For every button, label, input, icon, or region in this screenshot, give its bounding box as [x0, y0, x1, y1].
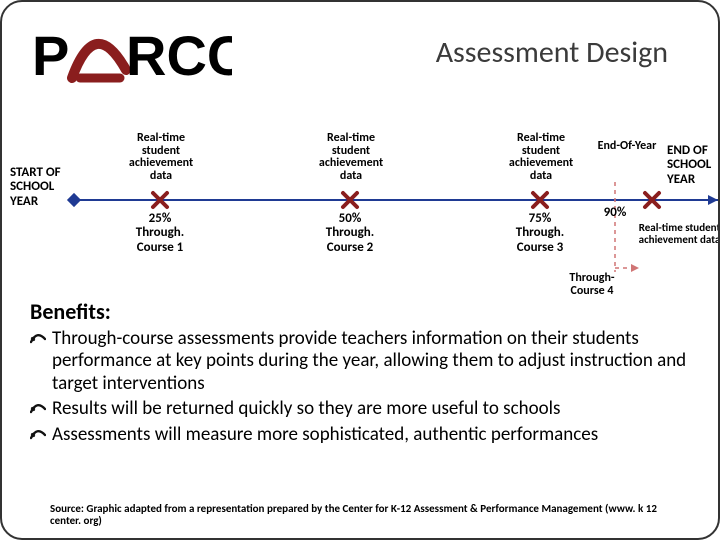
realtime-label-3: Real-time student achievement data: [497, 132, 585, 182]
percent-90-label: 90%: [595, 206, 635, 220]
tc-1: Through. Course 1: [120, 226, 200, 255]
benefits-section: Benefits: Through-course assessments pro…: [30, 298, 700, 446]
realtime-label-1: Real-time student achievement data: [117, 132, 205, 182]
tc-2: Through. Course 2: [310, 226, 390, 255]
svg-text:P: P: [32, 24, 69, 87]
realtime-label-2: Real-time student achievement data: [307, 132, 395, 182]
realtime-label-4: Real-time student achievement data: [637, 222, 720, 245]
milestone-label-2: 50% Through. Course 2: [310, 212, 390, 255]
bullet-icon: [30, 401, 46, 415]
percent-1: 25%: [120, 212, 200, 226]
end-of-year-label: END OF SCHOOL YEAR: [667, 144, 720, 187]
percent-2: 50%: [310, 212, 390, 226]
percent-3: 75%: [500, 212, 580, 226]
svg-text:RCC: RCC: [126, 24, 232, 87]
end-of-year-assessment-label: End-Of-Year: [597, 140, 657, 153]
benefit-text: Results will be returned quickly so they…: [52, 397, 560, 420]
bullet-icon: [30, 331, 46, 345]
slide-frame: P RCC Assessment Design START OF SCHOOL …: [0, 0, 720, 540]
timeline-diagram: START OF SCHOOL YEAR END OF SCHOOL YEAR …: [2, 132, 720, 292]
benefit-text: Through-course assessments provide teach…: [52, 327, 686, 395]
parcc-logo-svg: P RCC: [32, 20, 232, 98]
milestone-label-3: 75% Through. Course 3: [500, 212, 580, 255]
start-of-year-label: START OF SCHOOL YEAR: [10, 166, 80, 209]
header: P RCC Assessment Design: [2, 2, 718, 112]
source-citation: Source: Graphic adapted from a represent…: [50, 503, 678, 528]
milestone-label-1: 25% Through. Course 1: [120, 212, 200, 255]
benefit-item: Results will be returned quickly so they…: [30, 398, 700, 420]
bullet-icon: [30, 427, 46, 441]
tc-3: Through. Course 3: [500, 226, 580, 255]
benefit-item: Assessments will measure more sophistica…: [30, 424, 700, 446]
benefits-heading: Benefits:: [30, 298, 700, 325]
parcc-logo: P RCC: [32, 20, 232, 98]
benefit-text: Assessments will measure more sophistica…: [52, 423, 598, 446]
page-title: Assessment Design: [436, 34, 668, 71]
benefit-item: Through-course assessments provide teach…: [30, 328, 700, 395]
through-course-4-label: Through-Course 4: [557, 272, 627, 297]
benefits-list: Through-course assessments provide teach…: [30, 328, 700, 446]
